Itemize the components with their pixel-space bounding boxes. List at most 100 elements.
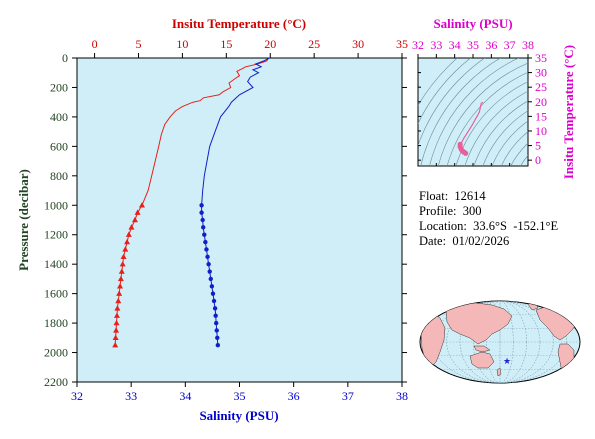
land-australia bbox=[469, 351, 495, 369]
land-indonesia bbox=[473, 345, 491, 353]
temperature-point bbox=[116, 290, 123, 296]
salinity-series bbox=[199, 57, 270, 348]
temperature-point bbox=[117, 283, 124, 289]
float-location: Location: 33.6°S -152.1°E bbox=[419, 219, 559, 233]
ts-temperature-tick-label: 5 bbox=[535, 139, 541, 153]
salinity-axis-label: Salinity (PSU) bbox=[199, 408, 278, 423]
ts-salinity-label: Salinity (PSU) bbox=[433, 16, 512, 31]
ts-curve bbox=[457, 101, 484, 156]
temperature-point bbox=[125, 231, 132, 237]
salinity-point bbox=[211, 298, 217, 304]
pressure-axis: 0 200 400 600 800 1000 1200 1400 1600 1800 2000 220… bbox=[44, 51, 407, 389]
ts-temperature-tick-label: 20 bbox=[535, 95, 547, 109]
ts-temperature-tick-label: 15 bbox=[535, 109, 547, 123]
salinity-point bbox=[203, 239, 208, 245]
salinity-point bbox=[215, 342, 221, 348]
salinity-point bbox=[215, 335, 220, 341]
temperature-tick-label: 0 bbox=[92, 37, 98, 51]
temperature-point bbox=[119, 260, 126, 267]
pressure-tick-label: 2000 bbox=[44, 346, 68, 360]
salinity-point bbox=[199, 210, 204, 215]
pressure-tick-label: 0 bbox=[62, 51, 68, 65]
ts-salinity-tick-label: 33 bbox=[430, 38, 442, 52]
pressure-tick-label: 2200 bbox=[44, 375, 68, 389]
temperature-point bbox=[118, 268, 125, 274]
temperature-series bbox=[112, 57, 269, 348]
pressure-tick-label: 800 bbox=[50, 169, 68, 183]
temperature-axis: 0 5 10 15 20 25 30 35 bbox=[92, 37, 408, 58]
salinity-point bbox=[204, 247, 209, 252]
salinity-tick-label: 33 bbox=[125, 389, 137, 403]
temperature-point bbox=[139, 202, 145, 208]
temperature-point bbox=[128, 224, 135, 230]
map-meridian bbox=[446, 301, 554, 383]
temperature-axis-label: Insitu Temperature (°C) bbox=[172, 16, 306, 31]
temperature-point bbox=[112, 341, 119, 348]
salinity-point bbox=[199, 203, 204, 208]
temperature-point bbox=[113, 312, 120, 318]
pressure-tick-label: 600 bbox=[50, 139, 68, 153]
ts-temperature-tick-label: 30 bbox=[535, 66, 547, 80]
density-contour bbox=[518, 136, 595, 276]
temperature-point bbox=[134, 209, 141, 215]
map-meridian bbox=[459, 301, 541, 383]
temperature-point bbox=[113, 319, 120, 326]
ts-salinity-axis: 32 33 34 35 36 37 38 bbox=[412, 38, 534, 166]
salinity-point bbox=[201, 225, 206, 230]
land-asia bbox=[445, 302, 513, 345]
salinity-point bbox=[210, 291, 216, 296]
map-meridian bbox=[473, 301, 527, 383]
ts-salinity-tick-label: 34 bbox=[449, 38, 461, 52]
float-id: Float: 12614 bbox=[419, 189, 486, 203]
salinity-tick-label: 36 bbox=[288, 389, 300, 403]
ts-temperature-tick-label: 25 bbox=[535, 80, 547, 94]
profile-number: Profile: 300 bbox=[419, 204, 482, 218]
pressure-tick-label: 400 bbox=[50, 110, 68, 124]
salinity-point bbox=[213, 313, 218, 318]
location-map: ★ bbox=[419, 300, 581, 384]
temperature-tick-label: 20 bbox=[264, 37, 276, 51]
temperature-point bbox=[120, 253, 127, 260]
salinity-point bbox=[214, 328, 219, 333]
salinity-point bbox=[202, 232, 207, 237]
temperature-point bbox=[131, 216, 138, 223]
ts-salinity-tick-label: 32 bbox=[412, 38, 424, 52]
temperature-tick-label: 5 bbox=[135, 37, 141, 51]
salinity-point bbox=[207, 269, 212, 274]
profile-date: Date: 01/02/2026 bbox=[419, 234, 510, 248]
land-new-zealand bbox=[496, 367, 502, 377]
profile-plot-area bbox=[76, 57, 403, 383]
temperature-tick-label: 35 bbox=[396, 37, 408, 51]
ts-temperature-tick-label: 35 bbox=[535, 51, 547, 65]
map-meridian bbox=[486, 301, 514, 383]
temperature-point bbox=[114, 305, 121, 311]
temperature-point bbox=[122, 246, 129, 252]
temperature-point bbox=[112, 334, 119, 341]
temperature-point bbox=[124, 238, 131, 245]
float-location-star-icon: ★ bbox=[503, 356, 511, 366]
salinity-point bbox=[208, 276, 213, 282]
salinity-point bbox=[212, 306, 218, 311]
salinity-tick-label: 32 bbox=[71, 389, 83, 403]
pressure-tick-label: 200 bbox=[50, 80, 68, 94]
temperature-tick-label: 30 bbox=[352, 37, 364, 51]
ts-point bbox=[463, 150, 469, 156]
salinity-point bbox=[200, 217, 205, 223]
ts-temperature-label: Insitu Temperature (°C) bbox=[561, 45, 576, 179]
pressure-tick-label: 1200 bbox=[44, 228, 68, 242]
salinity-axis: 32 33 34 35 36 37 38 bbox=[71, 382, 408, 403]
salinity-tick-label: 37 bbox=[342, 389, 354, 403]
temperature-point bbox=[115, 297, 122, 304]
ts-temperature-tick-label: 10 bbox=[535, 124, 547, 138]
profile-panel: 0200400600800100012001400160018002000220… bbox=[16, 16, 408, 423]
temperature-point bbox=[113, 327, 120, 333]
ts-temperature-tick-label: 0 bbox=[535, 153, 541, 167]
salinity-tick-label: 34 bbox=[179, 389, 191, 403]
salinity-tick-label: 38 bbox=[396, 389, 408, 403]
ts-salinity-tick-label: 37 bbox=[504, 38, 516, 52]
pressure-axis-label: Pressure (decibar) bbox=[16, 169, 31, 271]
salinity-tick-label: 35 bbox=[234, 389, 246, 403]
